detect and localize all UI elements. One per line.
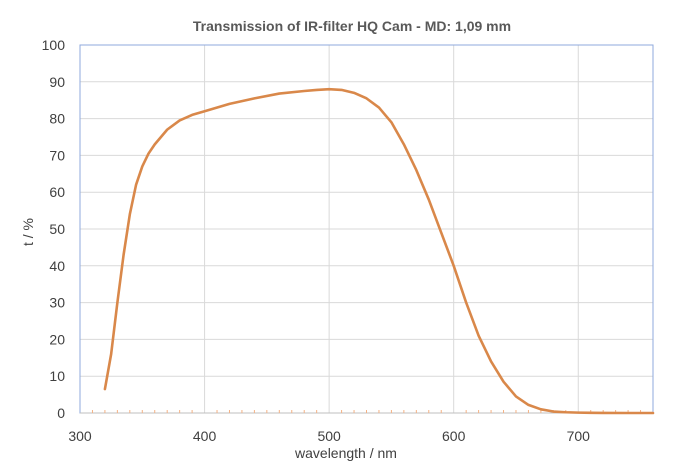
y-tick-label: 20 xyxy=(49,331,65,347)
x-tick-label: 600 xyxy=(442,428,466,444)
chart-title: Transmission of IR-filter HQ Cam - MD: 1… xyxy=(193,18,511,34)
y-axis-label: t / % xyxy=(20,218,36,246)
x-axis-label: wavelength / nm xyxy=(294,445,397,461)
y-tick-label: 60 xyxy=(49,184,65,200)
y-tick-label: 50 xyxy=(49,221,65,237)
y-tick-label: 70 xyxy=(49,147,65,163)
x-tick-labels: 300 400 500 600 700 xyxy=(68,428,590,444)
y-tick-label: 30 xyxy=(49,295,65,311)
y-tick-label: 40 xyxy=(49,258,65,274)
x-tick-label: 400 xyxy=(193,428,217,444)
y-tick-label: 100 xyxy=(42,37,66,53)
y-tick-label: 90 xyxy=(49,74,65,90)
y-tick-label: 10 xyxy=(49,368,65,384)
x-tick-label: 300 xyxy=(68,428,92,444)
series-line xyxy=(103,87,655,415)
y-tick-label: 0 xyxy=(57,405,65,421)
y-tick-label: 80 xyxy=(49,111,65,127)
x-tick-label: 700 xyxy=(567,428,591,444)
y-tick-labels: 0 10 20 30 40 50 60 70 80 90 100 xyxy=(42,37,66,421)
plot-area xyxy=(79,44,655,415)
x-tick-label: 500 xyxy=(317,428,341,444)
